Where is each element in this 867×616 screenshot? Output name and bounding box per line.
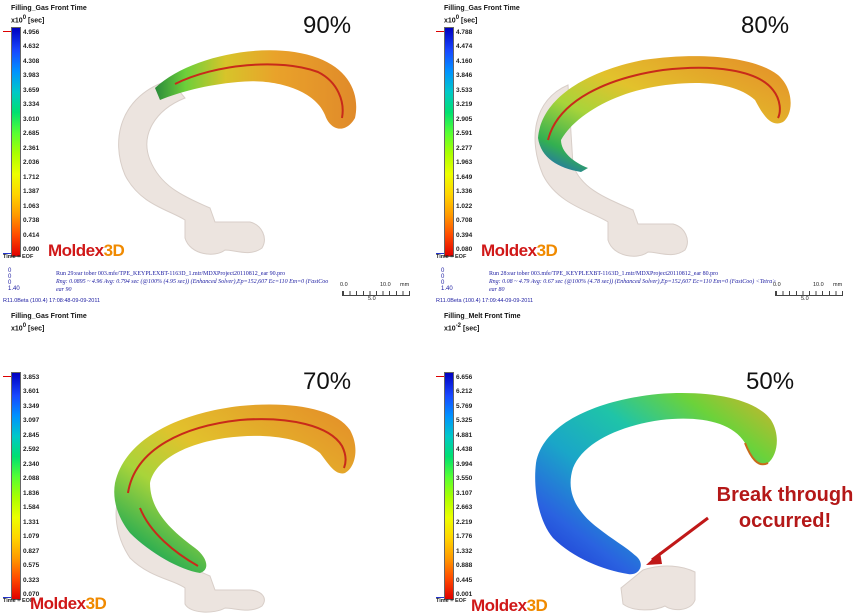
time-label: Time = EOF (3, 254, 34, 260)
melt-region (535, 393, 777, 575)
gas-region (155, 50, 357, 129)
moldex3d-logo: Moldex3D (471, 596, 548, 615)
panel-70: Filling_Gas Front Time x100 [sec] 3.853 … (0, 308, 432, 614)
min-arrow-icon (436, 253, 444, 254)
run-tag: ear 90 (56, 287, 72, 293)
gas-core-channel (127, 418, 347, 567)
run-tag: ear 80 (489, 287, 505, 293)
part-ghost (620, 565, 696, 611)
panel-90: Filling_Gas Front Time x100 [sec] 4.956 … (0, 0, 432, 306)
legend-unit: x100 [sec] (11, 323, 45, 333)
max-arrow-icon (3, 31, 11, 32)
run-name: Run 29:ear tober 003.mfe/TPE_KEYPLEXBT-1… (56, 271, 286, 277)
legend-title: Filling_Gas Front Time (444, 5, 520, 12)
legend-title: Filling_Melt Front Time (444, 313, 521, 320)
run-info: 0 0 0 1.40 Run 29:ear tober 003.mfe/TPE_… (3, 268, 410, 304)
legend-title: Filling_Gas Front Time (11, 313, 87, 320)
melt-front-edge (744, 442, 769, 466)
fill-percentage: 50% (746, 368, 795, 395)
moldex3d-logo: Moldex3D (48, 241, 125, 260)
part-model (118, 50, 357, 255)
gas-region (538, 56, 791, 173)
axis-triad: 0 0 0 1.40 (8, 268, 20, 292)
legend-title: Filling_Gas Front Time (11, 5, 87, 12)
max-arrow-icon (436, 376, 444, 377)
fill-percentage: 70% (303, 368, 352, 395)
time-label: Time = EOF (436, 598, 467, 604)
version-string: R11.0Beta (100.4) 17:08:48-09-09-2011 (3, 298, 101, 304)
run-range: Rng: 0.08 ~ 4.79 Avg: 0.67 sec (@100% (4… (489, 279, 777, 285)
color-bar (444, 27, 454, 257)
gas-core-channel (174, 63, 344, 119)
part-model (535, 393, 777, 611)
color-bar (11, 27, 21, 257)
part-model (114, 404, 356, 613)
moldex3d-logo: Moldex3D (481, 241, 558, 260)
legend-unit: x10-2 [sec] (444, 323, 480, 333)
part-ghost (118, 79, 265, 255)
max-arrow-icon (436, 31, 444, 32)
part-model (534, 56, 791, 257)
breakthrough-callout: Break through occurred! (716, 484, 854, 532)
panel-80: Filling_Gas Front Time x100 [sec] 4.788 … (433, 0, 865, 306)
color-bar (444, 372, 454, 600)
min-arrow-icon (3, 253, 11, 254)
run-info: 0 0 0 1.40 Run 28:ear tober 003.mfe/TPE_… (436, 268, 843, 304)
color-bar (11, 372, 21, 600)
gas-core-channel (547, 66, 781, 141)
max-arrow-icon (3, 376, 11, 377)
run-range: Rng: 0.0895 ~ 4.96 Avg: 0.794 sec (@100%… (56, 279, 329, 285)
legend-unit: x100 [sec] (11, 15, 45, 25)
gas-region (114, 404, 356, 573)
time-label: Time = EOF (436, 254, 467, 260)
version-string: R11.0Beta (100.4) 17:09:44-09-09-2011 (436, 298, 534, 304)
fill-percentage: 80% (741, 12, 790, 39)
part-ghost (534, 84, 688, 257)
min-arrow-icon (436, 597, 444, 598)
panel-50: Filling_Melt Front Time x10-2 [sec] 6.65… (433, 308, 865, 615)
axis-triad: 0 0 0 1.40 (441, 268, 453, 292)
fill-percentage: 90% (303, 12, 352, 39)
moldex3d-logo: Moldex3D (30, 594, 107, 613)
legend-unit: x100 [sec] (444, 15, 478, 25)
run-name: Run 28:ear tober 003.mfe/TPE_KEYPLEXBT-1… (489, 271, 719, 277)
min-arrow-icon (3, 597, 11, 598)
time-label: Time = EOF (3, 598, 34, 604)
